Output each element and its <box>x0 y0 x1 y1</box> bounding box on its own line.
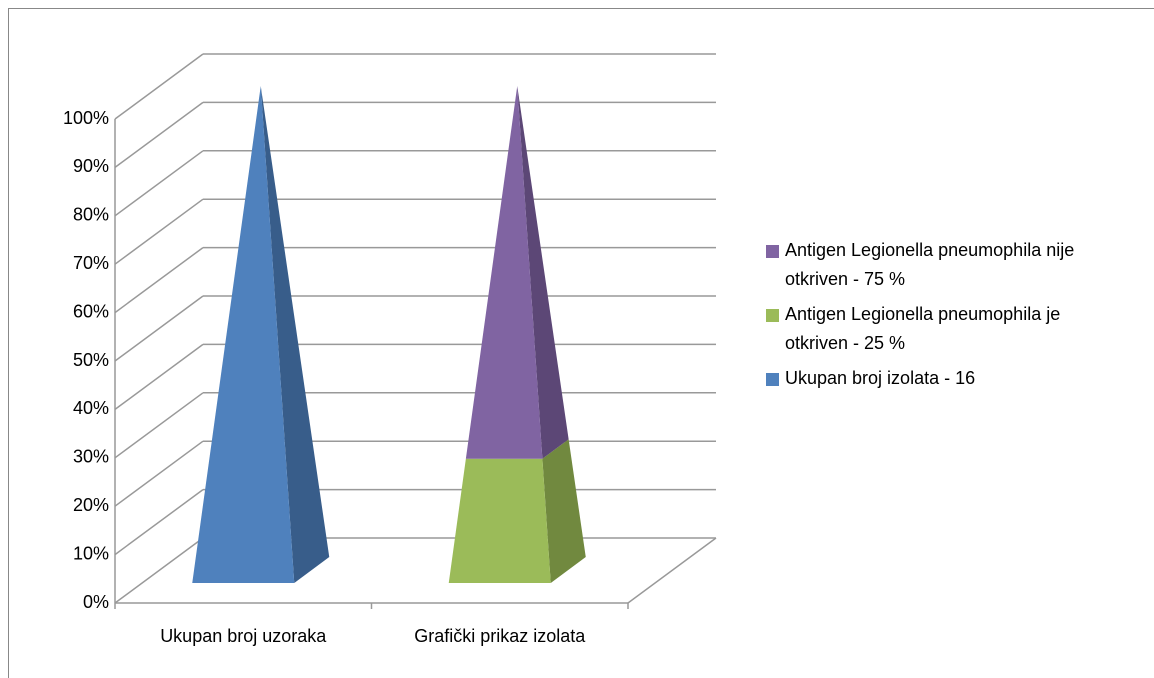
pyramid-side <box>260 86 330 583</box>
legend-item: Antigen Legionella pneumophila nije otkr… <box>766 236 1096 294</box>
grid-line <box>114 198 204 265</box>
y-tick-label: 10% <box>73 543 109 563</box>
y-tick-label: 40% <box>73 398 109 418</box>
pyramid-front <box>192 86 295 583</box>
legend: Antigen Legionella pneumophila nije otkr… <box>766 236 1096 399</box>
legend-swatch <box>766 245 779 258</box>
legend-label: Antigen Legionella pneumophila nije otkr… <box>785 240 1075 289</box>
grid-line <box>114 101 204 169</box>
pyramid-front <box>448 458 551 583</box>
y-tick-label: 80% <box>73 205 109 225</box>
chart-border <box>8 8 1154 678</box>
grid-line <box>114 488 204 556</box>
y-tick-label: 70% <box>73 253 109 273</box>
grid-line <box>114 295 204 362</box>
grid-line <box>114 392 204 459</box>
y-tick-label: 0% <box>83 592 109 612</box>
legend-item: Ukupan broj izolata - 16 <box>766 364 1096 393</box>
grid-line <box>114 440 204 507</box>
y-tick-label: 60% <box>73 301 109 321</box>
grid-line <box>114 150 204 217</box>
legend-swatch <box>766 373 779 386</box>
grid-line <box>114 246 204 314</box>
legend-label: Ukupan broj izolata - 16 <box>785 368 976 388</box>
grid-line <box>114 343 204 411</box>
pyramid-side <box>542 439 586 583</box>
legend-label: Antigen Legionella pneumophila je otkriv… <box>785 304 1061 353</box>
x-tick-label: Grafički prikaz izolata <box>414 626 586 646</box>
y-tick-label: 50% <box>73 350 109 370</box>
pyramid-side <box>517 86 569 459</box>
x-tick-label: Ukupan broj uzoraka <box>160 626 327 646</box>
y-tick-label: 30% <box>73 447 109 467</box>
grid-line <box>114 53 204 120</box>
y-tick-label: 90% <box>73 156 109 176</box>
y-tick-label: 100% <box>63 108 109 128</box>
floor-edge <box>627 537 717 604</box>
y-tick-label: 20% <box>73 495 109 515</box>
legend-item: Antigen Legionella pneumophila je otkriv… <box>766 300 1096 358</box>
legend-swatch <box>766 309 779 322</box>
grid-line <box>114 537 204 604</box>
pyramid-front <box>465 86 543 459</box>
